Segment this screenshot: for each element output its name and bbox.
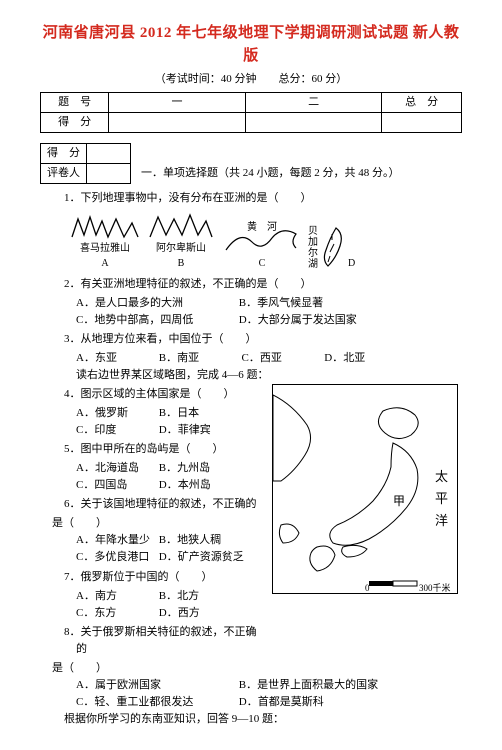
q4-stem: 4．图示区域的主体国家是（ ） bbox=[64, 386, 262, 403]
section-1-title: 一．单项选择题（共 24 小题，每题 2 分，共 48 分。） bbox=[141, 165, 400, 182]
q6-a: A．年降水量少 bbox=[76, 532, 156, 549]
fig-c: 黄 河 C bbox=[222, 220, 302, 272]
score-row-0: 得 分 bbox=[41, 112, 109, 132]
side-r2-b bbox=[87, 163, 131, 183]
fig-a: 喜马拉雅山 A bbox=[70, 211, 140, 272]
q2-d: D．大部分属于发达国家 bbox=[239, 312, 357, 329]
q1-stem: 1．下列地理事物中，没有分布在亚洲的是（ ） bbox=[64, 190, 462, 207]
q3-d: D．北亚 bbox=[324, 350, 404, 367]
q6-d: D．矿产资源贫乏 bbox=[159, 549, 244, 566]
fig-b-cap: B bbox=[146, 256, 216, 272]
q5-a: A．北海道岛 bbox=[76, 460, 156, 477]
fig-d: 贝 加 尔 湖 D bbox=[308, 224, 355, 272]
side-r2-a: 评卷人 bbox=[41, 163, 87, 183]
q3-a: A．东亚 bbox=[76, 350, 156, 367]
score-row-3 bbox=[382, 112, 462, 132]
fig-c-label-svg: 黄 河 bbox=[247, 220, 277, 233]
q8-stem: 8．关于俄罗斯相关特征的叙述，不正确的 bbox=[64, 624, 262, 658]
q5-c: C．四国岛 bbox=[76, 477, 156, 494]
fig-a-label: 喜马拉雅山 bbox=[70, 241, 140, 257]
map-pac2: 平 bbox=[435, 491, 448, 506]
q1-figures: 喜马拉雅山 A 阿尔卑斯山 B 黄 河 C 贝 加 尔 湖 D bbox=[70, 211, 462, 272]
page-title: 河南省唐河县 2012 年七年级地理下学期调研测试试题 新人教版 bbox=[40, 22, 462, 69]
grader-table: 得 分 评卷人 bbox=[40, 143, 131, 184]
q4-d: D．菲律宾 bbox=[159, 422, 239, 439]
q6-tail: 是（ ） bbox=[52, 515, 262, 532]
q6-c: C．多优良港口 bbox=[76, 549, 156, 566]
q8-tail: 是（ ） bbox=[52, 660, 462, 677]
q7-stem: 7．俄罗斯位于中国的（ ） bbox=[64, 569, 262, 586]
map-pac1: 太 bbox=[435, 469, 448, 484]
fig-d-cap: D bbox=[348, 256, 355, 272]
score-head-0: 题 号 bbox=[41, 92, 109, 112]
q5-d: D．本州岛 bbox=[159, 477, 239, 494]
map-jia: 甲 bbox=[393, 494, 405, 508]
q6-b: B．地狭人稠 bbox=[159, 532, 239, 549]
q8-d: D．首都是莫斯科 bbox=[239, 694, 324, 711]
q3-note: 读右边世界某区域略图，完成 4—6 题： bbox=[76, 367, 462, 384]
q2-opts: A．是人口最多的大洲 B．季风气候显著 C．地势中部高，四周低 D．大部分属于发… bbox=[76, 295, 462, 329]
q7-d: D．西方 bbox=[159, 605, 239, 622]
score-row-1 bbox=[109, 112, 246, 132]
q7-b: B．北方 bbox=[159, 588, 239, 605]
map-scale-0: 0 bbox=[365, 583, 370, 593]
q5-stem: 5．图中甲所在的岛屿是（ ） bbox=[64, 441, 262, 458]
q4-a: A．俄罗斯 bbox=[76, 405, 156, 422]
q8-c: C．轻、重工业都很发达 bbox=[76, 694, 236, 711]
side-r1-b bbox=[87, 143, 131, 163]
q8-a: A．属于欧洲国家 bbox=[76, 677, 236, 694]
q5-b: B．九州岛 bbox=[159, 460, 239, 477]
map-scale-end: 300千米 bbox=[419, 582, 451, 593]
q8-b: B．是世界上面积最大的国家 bbox=[239, 677, 378, 694]
q2-b: B．季风气候显著 bbox=[239, 295, 323, 312]
score-head-2: 二 bbox=[245, 92, 382, 112]
exam-info: （考试时间：40 分钟 总分：60 分） bbox=[40, 71, 462, 88]
japan-map: 甲 太 平 洋 0 300千米 bbox=[272, 384, 458, 594]
score-table: 题 号 一 二 总 分 得 分 bbox=[40, 92, 462, 133]
q2-stem: 2．有关亚洲地理特征的叙述，不正确的是（ ） bbox=[64, 276, 462, 293]
q8-note: 根据你所学习的东南亚知识，回答 9—10 题： bbox=[64, 711, 462, 728]
q3-stem: 3．从地理方位来看，中国位于（ ） bbox=[64, 331, 462, 348]
score-head-1: 一 bbox=[109, 92, 246, 112]
q3-c: C．西亚 bbox=[242, 350, 322, 367]
fig-a-cap: A bbox=[70, 256, 140, 272]
q3-b: B．南亚 bbox=[159, 350, 239, 367]
q7-c: C．东方 bbox=[76, 605, 156, 622]
q7-a: A．南方 bbox=[76, 588, 156, 605]
side-r1-a: 得 分 bbox=[41, 143, 87, 163]
fig-d-label: 贝 加 尔 湖 bbox=[308, 226, 318, 270]
q3-opts: A．东亚 B．南亚 C．西亚 D．北亚 bbox=[76, 350, 462, 367]
fig-b: 阿尔卑斯山 B bbox=[146, 211, 216, 272]
score-row-2 bbox=[245, 112, 382, 132]
fig-c-cap: C bbox=[222, 256, 302, 272]
score-head-3: 总 分 bbox=[382, 92, 462, 112]
q4-c: C．印度 bbox=[76, 422, 156, 439]
fig-b-label: 阿尔卑斯山 bbox=[146, 241, 216, 257]
q6-stem: 6．关于该国地理特征的叙述，不正确的 bbox=[64, 496, 262, 513]
map-pac3: 洋 bbox=[435, 513, 448, 528]
q4-b: B．日本 bbox=[159, 405, 239, 422]
q2-c: C．地势中部高，四周低 bbox=[76, 312, 236, 329]
q2-a: A．是人口最多的大洲 bbox=[76, 295, 236, 312]
